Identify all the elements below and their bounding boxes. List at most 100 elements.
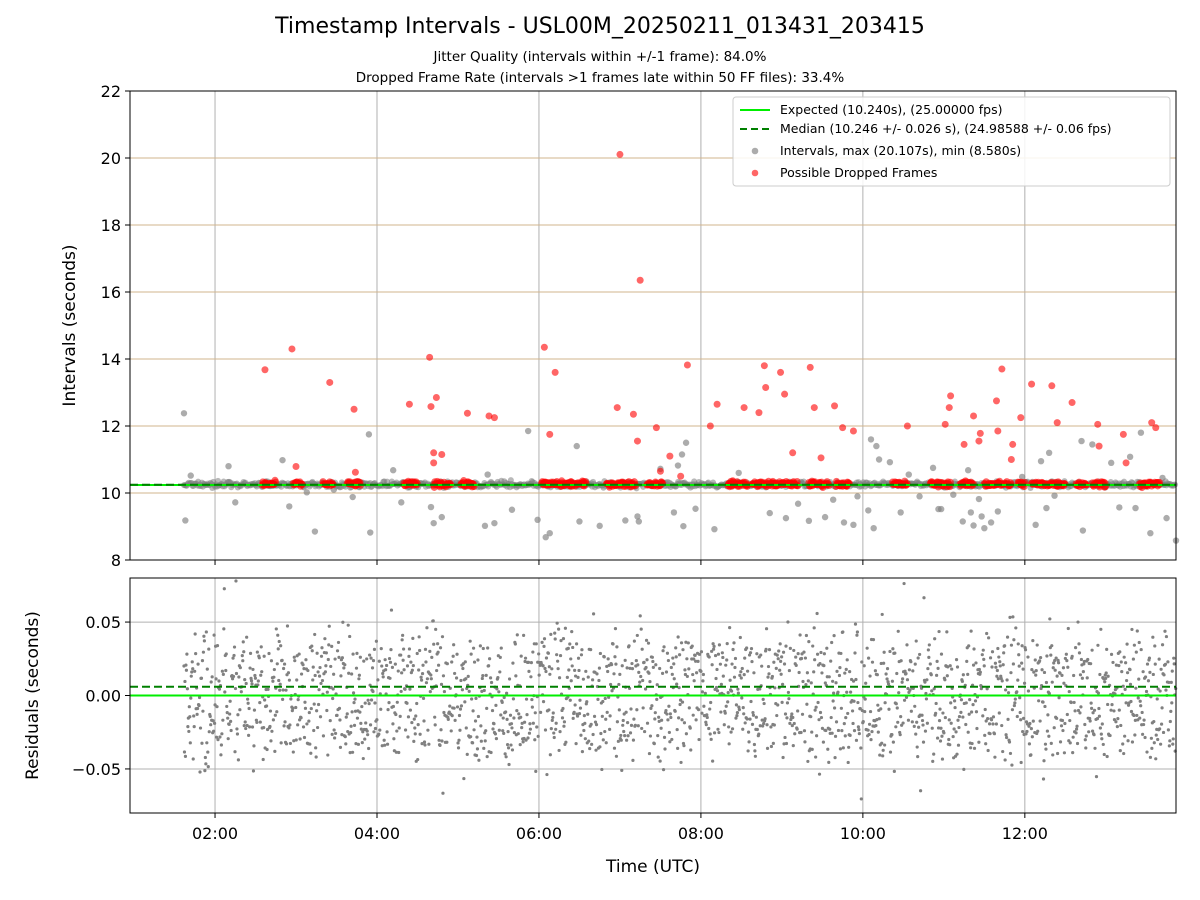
- residual-point: [719, 682, 723, 686]
- residual-point: [247, 725, 252, 729]
- residual-point: [707, 726, 711, 731]
- residual-point: [417, 668, 421, 672]
- residual-point: [553, 631, 557, 635]
- residual-point: [1117, 663, 1121, 668]
- residual-point: [258, 720, 262, 724]
- dropped-frame-point: [1148, 419, 1156, 427]
- residual-point: [693, 653, 697, 657]
- residual-point: [977, 667, 981, 672]
- residual-point: [355, 716, 360, 720]
- residual-point: [537, 652, 541, 656]
- residual-point: [839, 651, 843, 656]
- residual-point: [282, 724, 286, 728]
- dropped-frame-point: [969, 480, 977, 488]
- residual-point: [391, 722, 395, 726]
- residual-point: [527, 731, 532, 735]
- residual-point: [1153, 662, 1157, 666]
- residual-point: [672, 662, 676, 666]
- residual-point: [881, 748, 885, 752]
- residual-point: [527, 669, 531, 673]
- residual-point: [597, 666, 602, 670]
- interval-point: [311, 528, 319, 535]
- interval-point: [670, 509, 678, 516]
- residual-point: [1006, 691, 1011, 695]
- residual-point: [547, 665, 551, 669]
- residual-point: [1169, 680, 1173, 684]
- residual-point: [834, 681, 838, 685]
- residual-point: [193, 669, 197, 673]
- residual-point: [692, 679, 696, 683]
- residual-point: [601, 699, 605, 704]
- residual-point: [189, 696, 193, 700]
- residual-point: [920, 713, 924, 717]
- residual-point: [1141, 670, 1145, 674]
- residual-point: [277, 639, 281, 644]
- residual-point: [954, 730, 958, 734]
- residual-point: [431, 619, 435, 623]
- residual-point: [500, 700, 504, 704]
- residual-point: [870, 729, 874, 734]
- residual-point: [925, 678, 929, 682]
- residual-point: [975, 726, 979, 731]
- residual-point: [459, 704, 464, 708]
- residual-point: [855, 630, 860, 634]
- residual-point: [625, 666, 629, 670]
- residual-point: [215, 705, 219, 709]
- residual-point: [252, 708, 257, 712]
- residual-point: [257, 656, 261, 660]
- residual-point: [579, 733, 583, 737]
- dropped-frame-point: [849, 427, 857, 435]
- interval-point: [1137, 429, 1145, 436]
- residual-point: [738, 673, 742, 677]
- residual-point: [202, 634, 206, 638]
- residual-point: [281, 697, 285, 701]
- residual-point: [214, 677, 218, 681]
- residual-point: [320, 646, 324, 650]
- residual-point: [920, 718, 925, 723]
- residual-point: [1065, 659, 1069, 663]
- residual-point: [718, 662, 723, 666]
- residual-point: [836, 690, 840, 694]
- residual-point: [1121, 742, 1125, 746]
- residual-point: [247, 706, 251, 711]
- dropped-frame-point: [960, 440, 968, 448]
- residual-point: [1059, 724, 1064, 728]
- residual-point: [806, 759, 810, 764]
- residual-point: [313, 673, 317, 678]
- residual-point: [868, 709, 873, 714]
- residual-point: [600, 714, 604, 718]
- dropped-frame-point: [760, 362, 768, 370]
- residual-point: [647, 751, 652, 756]
- residual-point: [852, 729, 857, 733]
- residual-point: [347, 671, 351, 675]
- residual-point: [955, 665, 960, 669]
- residual-point: [1018, 710, 1022, 715]
- residual-point: [512, 716, 516, 720]
- residual-point: [472, 728, 476, 732]
- residual-point: [381, 675, 385, 679]
- residual-point: [781, 650, 786, 654]
- residual-point: [206, 765, 210, 769]
- residual-point: [960, 679, 964, 683]
- residual-point: [708, 732, 712, 736]
- interval-point: [865, 507, 872, 514]
- residual-point: [819, 650, 823, 655]
- residual-point: [641, 678, 645, 683]
- interval-point: [937, 505, 945, 513]
- residual-point: [810, 747, 814, 751]
- residual-point: [537, 673, 541, 677]
- residual-point: [301, 725, 306, 729]
- residual-point: [568, 642, 572, 646]
- residual-point: [997, 711, 1001, 715]
- residual-point: [487, 664, 491, 668]
- residual-point: [387, 701, 391, 705]
- residual-point: [969, 746, 973, 750]
- residual-point: [448, 704, 452, 708]
- residual-point: [617, 708, 621, 712]
- residual-point: [987, 722, 992, 726]
- residual-point: [895, 706, 899, 710]
- residual-point: [462, 776, 466, 781]
- residual-point: [899, 715, 903, 719]
- residual-point: [197, 703, 201, 708]
- dropped-frame-point: [1017, 414, 1025, 422]
